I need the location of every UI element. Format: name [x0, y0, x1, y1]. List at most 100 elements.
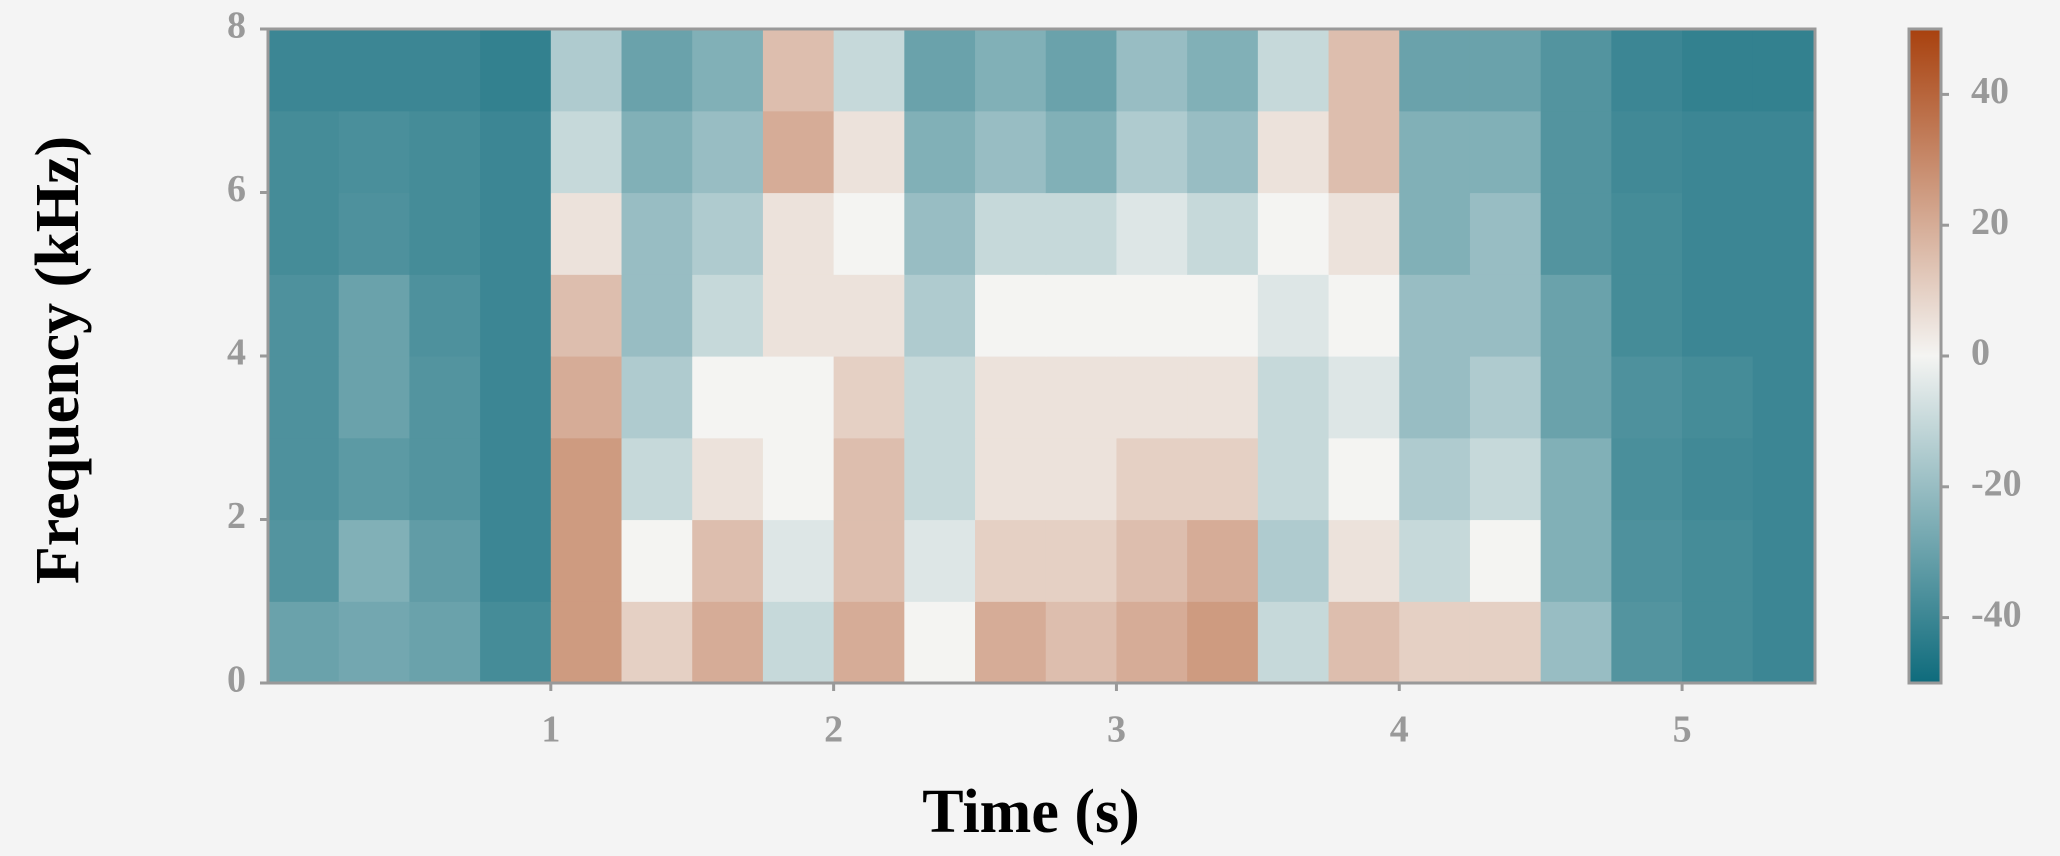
- heatmap-cell: [1328, 274, 1400, 357]
- heatmap-cell: [1116, 192, 1188, 275]
- heatmap-cell: [1187, 274, 1259, 357]
- heatmap-cell: [1752, 356, 1816, 439]
- heatmap-cell: [1752, 29, 1816, 112]
- heatmap-cell: [1045, 29, 1118, 112]
- heatmap-cell: [833, 29, 905, 112]
- heatmap-cell: [1116, 437, 1188, 521]
- heatmap-cell: [409, 192, 481, 275]
- heatmap-cell: [1399, 192, 1471, 275]
- heatmap-cell: [268, 29, 340, 112]
- heatmap-cell: [1611, 356, 1683, 439]
- heatmap-cell: [833, 601, 905, 684]
- heatmap-cell: [762, 601, 835, 684]
- heatmap-cell: [621, 356, 693, 439]
- heatmap-cell: [1187, 437, 1259, 521]
- heatmap-cell: [1469, 601, 1542, 684]
- heatmap-cell: [1611, 519, 1683, 602]
- heatmap-cell: [1540, 274, 1612, 357]
- heatmap-cell: [1187, 192, 1259, 275]
- heatmap-cell: [975, 110, 1047, 194]
- heatmap-cell: [1328, 601, 1400, 684]
- heatmap-cell: [409, 274, 481, 357]
- heatmap-cell: [1116, 29, 1188, 112]
- heatmap-cell: [338, 192, 411, 275]
- heatmap-cell: [1116, 601, 1188, 684]
- colorbar-tick-label: 40: [1971, 70, 2009, 112]
- heatmap-cell: [550, 192, 623, 275]
- y-tick-label: 4: [227, 332, 246, 374]
- heatmap-cell: [480, 192, 552, 275]
- heatmap-cell: [975, 29, 1047, 112]
- heatmap-cell: [268, 601, 340, 684]
- heatmap-cell: [1328, 29, 1400, 112]
- heatmap-cell: [338, 274, 411, 357]
- heatmap-cell: [975, 519, 1047, 602]
- x-tick-label: 4: [1390, 709, 1409, 751]
- heatmap-cell: [762, 192, 835, 275]
- x-tick-label: 3: [1107, 709, 1126, 751]
- heatmap-cell: [975, 192, 1047, 275]
- heatmap-cell: [480, 110, 552, 194]
- heatmap-cell: [1187, 29, 1259, 112]
- heatmap-cell: [762, 437, 835, 521]
- heatmap-cell: [621, 110, 693, 194]
- heatmap-cell: [1611, 274, 1683, 357]
- y-axis-label: Frequency (kHz): [24, 136, 92, 584]
- heatmap-cell: [692, 601, 764, 684]
- heatmap-cell: [692, 274, 764, 357]
- heatmap-cell: [1752, 110, 1816, 194]
- heatmap-cell: [1611, 192, 1683, 275]
- heatmap-cell: [1187, 110, 1259, 194]
- heatmap-cell: [1752, 601, 1816, 684]
- heatmap-cell: [762, 356, 835, 439]
- heatmap-cell: [268, 274, 340, 357]
- heatmap-cell: [1752, 192, 1816, 275]
- heatmap-cell: [338, 601, 411, 684]
- heatmap-cell: [975, 601, 1047, 684]
- heatmap-cell: [1045, 110, 1118, 194]
- heatmap-cell: [268, 356, 340, 439]
- heatmap-cell: [1257, 274, 1330, 357]
- heatmap-cell: [1540, 110, 1612, 194]
- heatmap-cell: [1399, 356, 1471, 439]
- heatmap-cell: [338, 437, 411, 521]
- y-tick-label: 8: [227, 5, 246, 47]
- heatmap-cell: [1045, 356, 1118, 439]
- heatmap-cell: [692, 192, 764, 275]
- heatmap-cell: [1187, 519, 1259, 602]
- heatmap-cell: [833, 519, 905, 602]
- heatmap-cell: [409, 356, 481, 439]
- heatmap-cell: [904, 437, 976, 521]
- x-tick-label: 1: [541, 709, 560, 751]
- heatmap-cell: [762, 274, 835, 357]
- heatmap-cell: [1752, 519, 1816, 602]
- heatmap-cell: [1540, 356, 1612, 439]
- heatmap-cell: [975, 274, 1047, 357]
- heatmap-cell: [480, 519, 552, 602]
- heatmap-cell: [762, 110, 835, 194]
- heatmap-cell: [1682, 274, 1754, 357]
- heatmap-cell: [621, 437, 693, 521]
- heatmap-cell: [1399, 29, 1471, 112]
- heatmap-cell: [1682, 192, 1754, 275]
- heatmap-cell: [1328, 437, 1400, 521]
- heatmap-cell: [1045, 519, 1118, 602]
- heatmap-cell: [621, 29, 693, 112]
- heatmap-cell: [268, 192, 340, 275]
- x-tick-label: 2: [824, 709, 843, 751]
- heatmap-cell: [1682, 356, 1754, 439]
- heatmap-cell: [1469, 437, 1542, 521]
- heatmap-cell: [1469, 274, 1542, 357]
- heatmap-cell: [762, 519, 835, 602]
- heatmap-cell: [338, 29, 411, 112]
- heatmap-cell: [762, 29, 835, 112]
- heatmap-cell: [1682, 29, 1754, 112]
- heatmap-cell: [1469, 192, 1542, 275]
- heatmap-cell: [1257, 519, 1330, 602]
- heatmap-cell: [1257, 356, 1330, 439]
- heatmap-cell: [1469, 356, 1542, 439]
- heatmap-cell: [1540, 192, 1612, 275]
- heatmap-cell: [975, 437, 1047, 521]
- heatmap-cell: [409, 110, 481, 194]
